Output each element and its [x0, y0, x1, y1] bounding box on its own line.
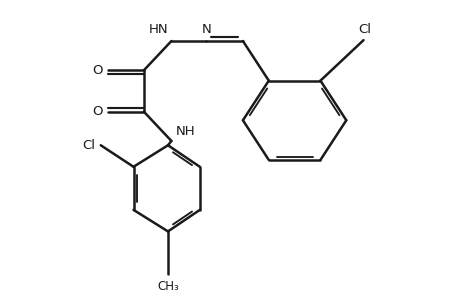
- Text: HN: HN: [149, 23, 168, 36]
- Text: N: N: [202, 23, 211, 36]
- Text: O: O: [92, 105, 102, 118]
- Text: O: O: [92, 64, 102, 77]
- Text: Cl: Cl: [83, 139, 95, 152]
- Text: Cl: Cl: [357, 23, 370, 36]
- Text: CH₃: CH₃: [157, 280, 179, 293]
- Text: NH: NH: [175, 125, 195, 138]
